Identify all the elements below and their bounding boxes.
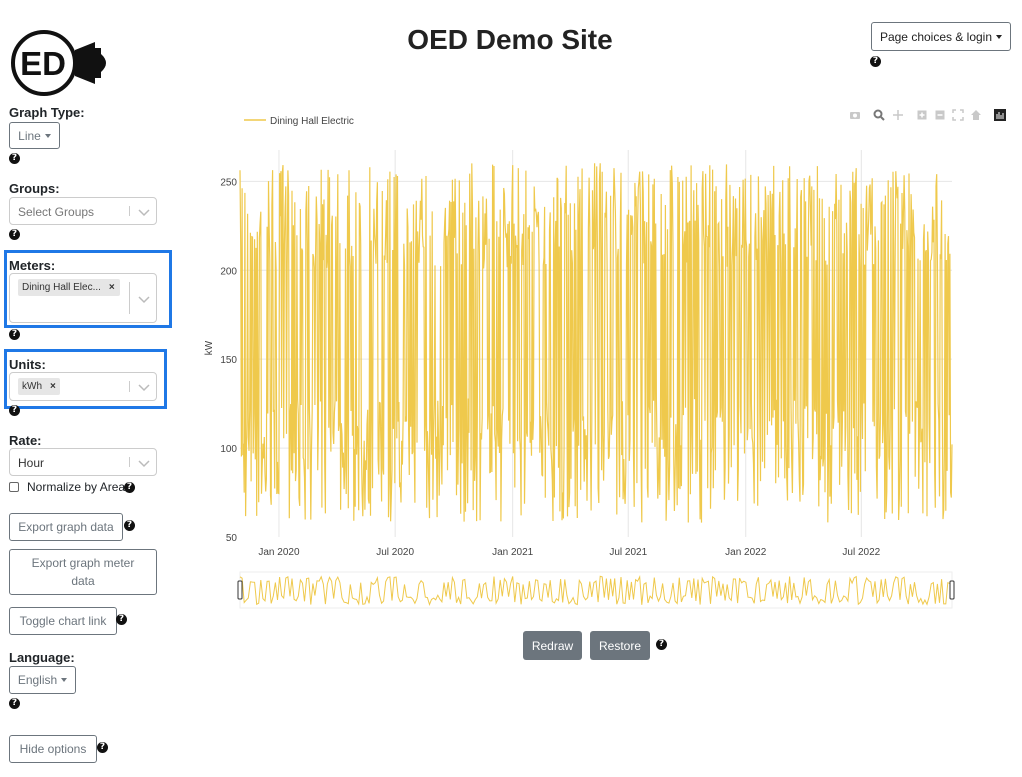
y-tick-label: 50 — [226, 533, 238, 544]
restore-button[interactable]: Restore — [590, 631, 650, 660]
unit-chip: kWh × — [18, 378, 60, 395]
plotly-logo-icon[interactable] — [994, 109, 1006, 121]
groups-select[interactable]: Select Groups — [9, 197, 157, 225]
meters-select[interactable]: Dining Hall Elec... × — [9, 273, 157, 323]
x-tick-label: Jul 2021 — [609, 547, 647, 558]
page-choices-login-label: Page choices & login — [879, 29, 993, 44]
chevron-down-icon[interactable] — [134, 202, 154, 222]
x-tick-label: Jan 2021 — [492, 547, 534, 558]
graph-type-dropdown[interactable]: Line — [9, 122, 60, 149]
chevron-down-icon[interactable] — [134, 453, 154, 473]
meters-label: Meters: — [9, 258, 56, 273]
rate-label: Rate: — [9, 433, 42, 448]
graph-type-label: Graph Type: — [9, 105, 85, 120]
y-tick-label: 200 — [220, 266, 237, 277]
chevron-down-icon — [61, 678, 68, 682]
x-tick-label: Jan 2022 — [725, 547, 767, 558]
legend-label[interactable]: Dining Hall Electric — [270, 116, 354, 127]
normalize-checkbox[interactable] — [9, 482, 19, 492]
units-label: Units: — [9, 357, 46, 372]
units-select[interactable]: kWh × — [9, 372, 157, 401]
logo-text: ED — [20, 45, 66, 82]
help-icon[interactable]: ? — [9, 329, 20, 340]
line-chart[interactable]: 50 100 150 200 250 Jan 2020 Jul 2020 Jan 2021 Ju… — [200, 105, 1015, 625]
help-icon[interactable]: ? — [97, 742, 108, 753]
range-slider-right-handle[interactable] — [949, 580, 955, 600]
help-icon[interactable]: ? — [870, 56, 881, 67]
x-tick-label: Jul 2022 — [842, 547, 880, 558]
help-icon[interactable]: ? — [124, 482, 135, 493]
normalize-label: Normalize by Area — [27, 480, 126, 494]
toggle-chart-link-button[interactable]: Toggle chart link — [9, 607, 117, 635]
zoom-in-icon[interactable] — [917, 110, 927, 120]
export-graph-meter-data-button[interactable]: Export graph meter data — [9, 549, 157, 595]
chevron-down-icon[interactable] — [134, 377, 154, 397]
help-icon[interactable]: ? — [9, 698, 20, 709]
y-tick-label: 150 — [220, 355, 237, 366]
help-icon[interactable]: ? — [124, 520, 135, 531]
range-slider-left-handle[interactable] — [237, 580, 243, 600]
help-icon[interactable]: ? — [116, 614, 127, 625]
autoscale-icon[interactable] — [952, 109, 964, 121]
y-axis-label: kW — [204, 340, 215, 355]
help-icon[interactable]: ? — [656, 639, 667, 650]
language-value: English — [17, 673, 58, 687]
meter-chip-label: Dining Hall Elec... — [22, 282, 101, 293]
help-icon[interactable]: ? — [9, 229, 20, 240]
remove-unit-icon[interactable]: × — [50, 381, 56, 392]
redraw-button[interactable]: Redraw — [523, 631, 582, 660]
groups-placeholder: Select Groups — [18, 205, 95, 219]
chevron-down-icon — [44, 133, 51, 138]
page-title: OED Demo Site — [407, 24, 613, 55]
help-icon[interactable]: ? — [9, 153, 20, 164]
rate-select[interactable]: Hour — [9, 448, 157, 476]
language-dropdown[interactable]: English — [9, 666, 76, 694]
zoom-icon[interactable] — [873, 109, 885, 121]
x-tick-label: Jan 2020 — [258, 547, 300, 558]
y-tick-label: 100 — [220, 444, 237, 455]
language-label: Language: — [9, 650, 75, 665]
hide-options-button[interactable]: Hide options — [9, 735, 97, 763]
pan-icon[interactable] — [893, 110, 903, 120]
range-slider-series — [239, 575, 953, 607]
rate-value: Hour — [18, 456, 45, 470]
zoom-out-icon[interactable] — [935, 110, 945, 120]
graph-type-value: Line — [18, 128, 41, 143]
meter-chip: Dining Hall Elec... × — [18, 279, 120, 296]
help-icon[interactable]: ? — [9, 405, 20, 416]
export-graph-data-button[interactable]: Export graph data — [9, 513, 123, 541]
y-tick-label: 250 — [220, 177, 237, 188]
remove-meter-icon[interactable]: × — [108, 282, 115, 293]
unit-chip-label: kWh — [22, 381, 42, 392]
meters-highlight-box — [4, 250, 172, 328]
camera-icon[interactable] — [850, 112, 860, 119]
chart-area[interactable]: 50 100 150 200 250 Jan 2020 Jul 2020 Jan 2021 Ju… — [200, 105, 1015, 625]
chevron-down-icon — [996, 34, 1003, 39]
units-highlight-box — [4, 349, 167, 409]
reset-home-icon[interactable] — [971, 110, 981, 120]
page-choices-login-button[interactable]: Page choices & login — [871, 22, 1011, 51]
x-tick-label: Jul 2020 — [376, 547, 414, 558]
chevron-down-icon[interactable] — [134, 289, 154, 309]
oed-logo: ED — [9, 28, 113, 98]
groups-label: Groups: — [9, 181, 60, 196]
series-line-dining-hall-electric[interactable] — [239, 163, 953, 523]
